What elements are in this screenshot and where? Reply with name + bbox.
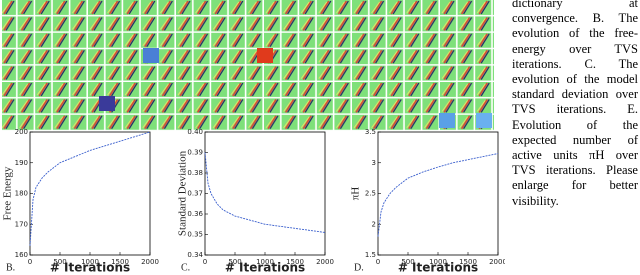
y-tick-label: 190 xyxy=(15,159,28,167)
y-tick-label: 0.37 xyxy=(187,190,203,198)
y-tick-label: 2 xyxy=(372,220,376,228)
x-tick-label: 1500 xyxy=(459,258,477,266)
y-tick-label: 3 xyxy=(372,159,376,167)
series-line xyxy=(29,131,151,246)
x-axis-label: # Iterations xyxy=(398,261,478,275)
y-tick-label: 0.38 xyxy=(187,169,203,177)
y-tick-label: 2.5 xyxy=(365,190,376,198)
x-tick-label: 1000 xyxy=(81,258,99,266)
plot-frame xyxy=(204,131,326,256)
y-tick-label: 0.36 xyxy=(187,210,203,218)
y-tick-label: 180 xyxy=(15,190,28,198)
x-tick-label: 0 xyxy=(203,258,207,266)
x-tick-label: 500 xyxy=(228,258,241,266)
y-tick-label: 1.5 xyxy=(365,251,376,259)
x-tick-label: 2000 xyxy=(489,258,505,266)
plot-frame xyxy=(377,131,499,256)
y-axis-label: Standard Deviation xyxy=(177,150,189,236)
panel-label: B. xyxy=(6,262,15,273)
x-tick-label: 2000 xyxy=(141,258,159,266)
series-line xyxy=(377,153,499,237)
y-axis-label: πH xyxy=(350,187,362,201)
y-tick-label: 0.40 xyxy=(187,128,203,136)
x-tick-label: 2000 xyxy=(316,258,334,266)
x-tick-label: 0 xyxy=(28,258,32,266)
x-tick-label: 1500 xyxy=(111,258,129,266)
y-tick-label: 200 xyxy=(15,128,28,136)
x-axis-label: # Iterations xyxy=(225,261,305,275)
panel-label: C. xyxy=(181,262,190,273)
x-tick-label: 1000 xyxy=(256,258,274,266)
dictionary-patch xyxy=(99,96,115,111)
series-line xyxy=(204,152,326,233)
y-tick-label: 0.39 xyxy=(187,149,203,157)
y-tick-label: 0.35 xyxy=(187,231,203,239)
x-tick-label: 1500 xyxy=(286,258,304,266)
x-tick-label: 500 xyxy=(401,258,414,266)
dictionary-patch xyxy=(257,48,273,63)
panel-label: D. xyxy=(354,262,364,273)
y-tick-label: 0.34 xyxy=(187,251,203,259)
y-axis-label: Free Energy xyxy=(2,166,14,220)
y-tick-label: 3.5 xyxy=(365,128,376,136)
dictionary-grid xyxy=(2,0,494,131)
y-tick-label: 160 xyxy=(15,251,28,259)
dictionary-patch xyxy=(143,48,159,63)
x-tick-label: 1000 xyxy=(429,258,447,266)
caption: dictionary at convergence. B. The evolut… xyxy=(512,0,638,208)
x-axis-label: # Iterations xyxy=(50,261,130,275)
x-tick-label: 0 xyxy=(376,258,380,266)
x-tick-label: 500 xyxy=(53,258,66,266)
y-tick-label: 170 xyxy=(15,220,28,228)
dictionary-patch xyxy=(476,113,492,128)
dictionary-patch xyxy=(439,113,455,128)
